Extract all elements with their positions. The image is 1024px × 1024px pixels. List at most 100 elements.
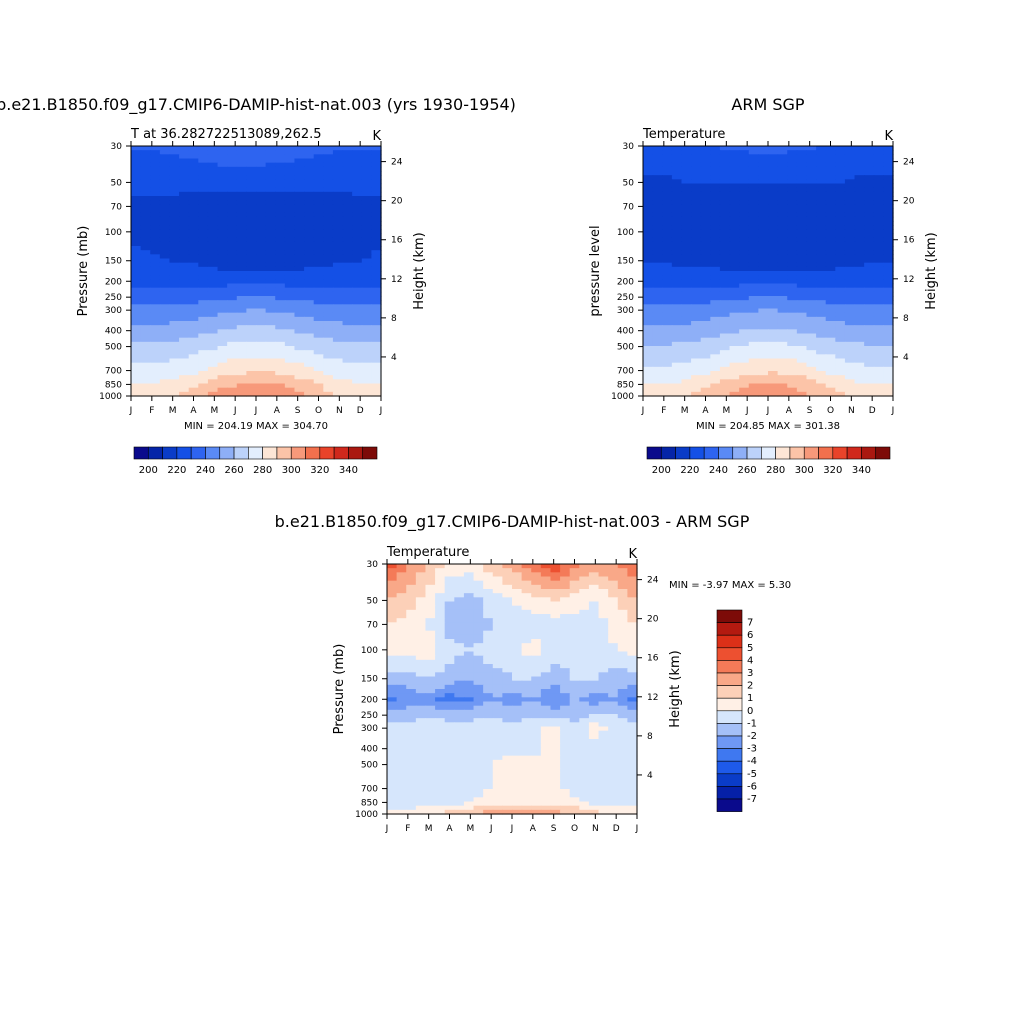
heatmap-cell [854, 162, 865, 168]
heatmap-cell [284, 329, 296, 335]
heatmap-cell [864, 191, 875, 197]
heatmap-cell [864, 316, 875, 322]
heatmap-cell [729, 341, 740, 347]
colorbar-swatch [305, 446, 321, 460]
heatmap-cell [265, 350, 276, 355]
heatmap-cell [560, 697, 571, 703]
heatmap-cell [371, 216, 382, 222]
heatmap-cell [444, 626, 455, 632]
heatmap-cell [560, 739, 571, 744]
heatmap-cell [463, 714, 475, 719]
heatmap-cell [787, 162, 798, 168]
heatmap-cell [425, 589, 436, 594]
x-tick-label: J [745, 406, 749, 416]
heatmap-cell [140, 200, 151, 205]
heatmap-cell [873, 316, 884, 322]
heatmap-cell [387, 705, 398, 711]
heatmap-cell [483, 684, 494, 690]
heatmap-cell [864, 146, 875, 151]
heatmap-cell [352, 204, 363, 210]
heatmap-cell [444, 768, 455, 773]
heatmap-cell [627, 768, 638, 773]
heatmap-cell [700, 150, 711, 155]
heatmap-cell [550, 768, 561, 773]
heatmap-cell [652, 183, 663, 189]
heatmap-cell [608, 705, 619, 711]
heatmap-cell [502, 680, 513, 686]
heatmap-cell [844, 212, 856, 218]
heatmap-cell [131, 375, 142, 380]
heatmap-cell [483, 580, 494, 586]
heatmap-cell [275, 329, 286, 335]
heatmap-cell [540, 772, 552, 778]
heatmap-cell [768, 371, 779, 376]
heatmap-cell [275, 279, 286, 285]
heatmap-cell [796, 258, 808, 264]
heatmap-cell [758, 271, 769, 276]
heatmap-cell [415, 714, 427, 719]
heatmap-cell [844, 329, 856, 335]
heatmap-cell [473, 568, 484, 573]
heatmap-cell [284, 346, 296, 351]
heatmap-cell [483, 605, 494, 611]
heatmap-cell [294, 275, 305, 280]
heatmap-cell [150, 262, 161, 268]
heatmap-cell [825, 208, 836, 214]
heatmap-cell [387, 693, 398, 698]
heatmap-cell [835, 316, 846, 322]
heatmap-cell [361, 316, 372, 322]
heatmap-cell [159, 208, 171, 214]
heatmap-cell [275, 362, 286, 368]
heatmap-cell [169, 179, 180, 185]
heatmap-cell [217, 304, 228, 310]
heatmap-cell [425, 643, 436, 648]
heatmap-cell [531, 776, 542, 782]
heatmap-cell [617, 601, 628, 607]
heatmap-cell [588, 626, 600, 632]
heatmap-cell [662, 187, 673, 193]
heatmap-cell [371, 375, 382, 380]
heatmap-cell [739, 325, 750, 330]
heatmap-cell [131, 233, 142, 239]
heatmap-cell [540, 622, 552, 628]
heatmap-cell [816, 246, 827, 251]
heatmap-cell [131, 362, 142, 368]
heatmap-cell [617, 789, 628, 794]
heatmap-cell [483, 693, 494, 698]
heatmap-cell [787, 375, 798, 380]
heatmap-cell [806, 200, 817, 205]
heatmap-cell [342, 375, 353, 380]
heatmap-cell [796, 387, 808, 393]
heatmap-cell [444, 676, 455, 682]
heatmap-cell [864, 216, 875, 222]
heatmap-cell [617, 718, 628, 723]
heatmap-cell [492, 601, 503, 607]
heatmap-cell [140, 333, 151, 339]
heatmap-cell [352, 312, 363, 318]
x-tick-label: D [357, 406, 364, 416]
heatmap-cell [396, 764, 407, 769]
heatmap-cell [492, 668, 503, 673]
heatmap-cell [396, 705, 407, 711]
heatmap-cell [512, 601, 523, 607]
heatmap-cell [406, 801, 417, 807]
heatmap-cell [710, 287, 721, 293]
heatmap-cell [681, 204, 692, 210]
heatmap-cell [198, 375, 209, 380]
heatmap-cell [304, 162, 315, 168]
heatmap-cell [179, 358, 190, 364]
heatmap-cell [652, 391, 663, 397]
heatmap-cell [806, 329, 817, 335]
heatmap-cell [406, 768, 417, 773]
heatmap-cell [748, 341, 759, 347]
heatmap-cell [169, 146, 180, 151]
y-tick-label: 250 [361, 711, 378, 721]
heatmap-cell [652, 279, 663, 285]
heatmap-cell [140, 312, 151, 318]
heatmap-cell [256, 204, 267, 210]
heatmap-cell [304, 312, 315, 318]
heatmap-cell [425, 614, 436, 619]
heatmap-cell [729, 312, 740, 318]
heatmap-cell [617, 793, 628, 798]
heatmap-cell [227, 371, 238, 376]
